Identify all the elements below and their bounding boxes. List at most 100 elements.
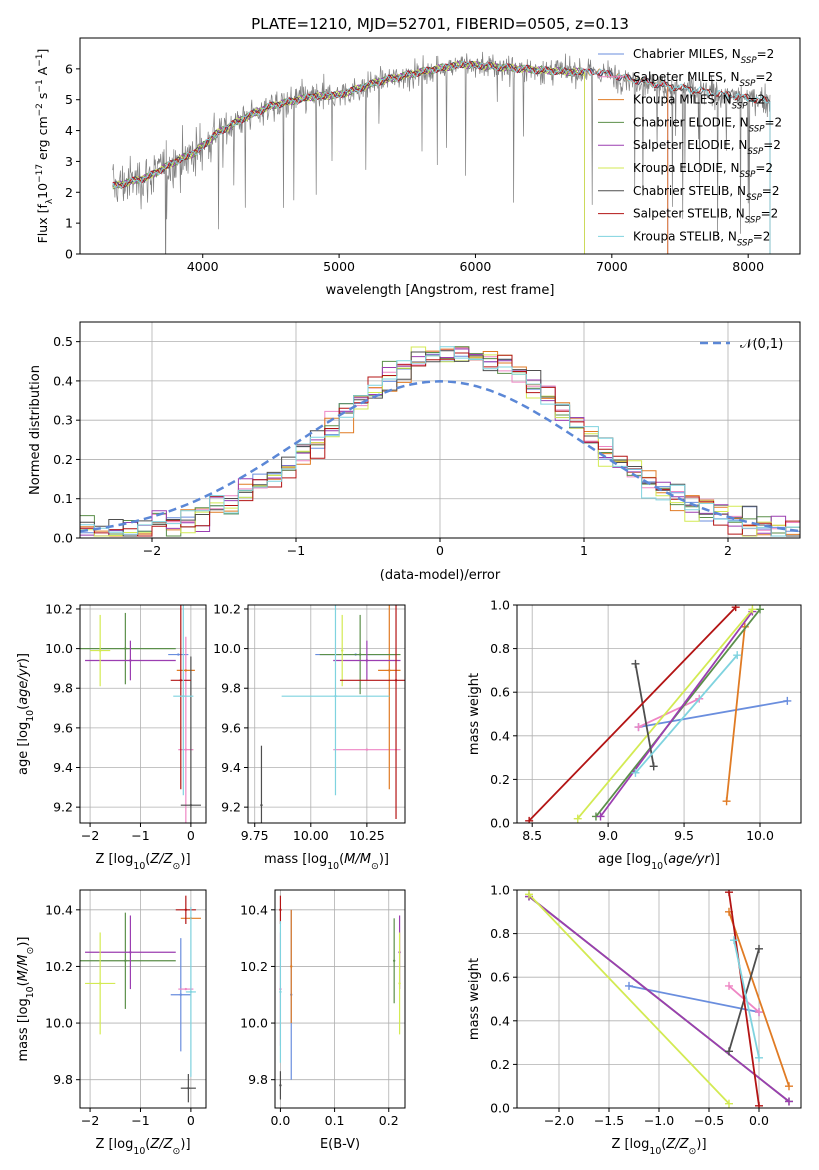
axes-frame: [79, 37, 801, 255]
x-tick-label: 0: [436, 543, 444, 558]
data-point: [358, 653, 362, 656]
weight-marker: [649, 762, 658, 771]
y-tick-label: 3: [65, 154, 73, 169]
legend: Chabrier MILES, NSSP=2 Salpeter MILES, NS…: [598, 47, 782, 248]
weight-marker: [725, 1047, 733, 1056]
data-point: [392, 959, 396, 962]
weight-line: [638, 697, 700, 728]
weight-marker: [525, 816, 534, 823]
y-tick-label: 9.8: [248, 1072, 268, 1087]
x-tick-label: 10.00: [293, 828, 329, 843]
weight-marker: [748, 605, 757, 614]
weight-marker: [731, 605, 740, 612]
x-axis-label: E(B-V): [320, 1137, 360, 1152]
data-point: [365, 748, 369, 751]
x-axis-label: age [log10(age/yr)]: [598, 852, 720, 872]
data-point: [365, 659, 369, 662]
weight-line: [528, 895, 790, 1103]
data-point: [398, 982, 401, 985]
x-tick-label: −1: [131, 828, 149, 843]
legend-label: Salpeter STELIB, NSSP=2: [633, 207, 778, 226]
weight-marker: [573, 814, 582, 823]
y-tick-label: 0.1: [53, 491, 73, 506]
data-point: [184, 987, 188, 991]
weight-marker: [783, 696, 792, 705]
data-point: [177, 653, 180, 656]
weight-marker: [525, 890, 533, 899]
x-tick-label: 7000: [596, 259, 628, 274]
y-tick-label: 0.8: [490, 926, 510, 941]
y-tick-label: 9.2: [221, 800, 241, 815]
y-tick-label: 9.6: [221, 720, 241, 735]
x-tick-label: 0.0: [270, 1113, 290, 1128]
data-point: [334, 694, 337, 698]
x-tick-label: 0: [187, 1113, 195, 1128]
weight-marker: [634, 723, 643, 732]
data-point: [279, 1084, 282, 1087]
data-point: [129, 951, 132, 954]
x-tick-label: 9.75: [241, 828, 269, 843]
y-tick-label: 5: [65, 92, 73, 107]
y-tick-label: 0: [65, 247, 73, 262]
plot-area: [525, 605, 792, 823]
weight-marker: [755, 944, 763, 953]
weight-line: [528, 893, 730, 1105]
age_vs_Z-panel: −2 −1 0 9.2 9.4 9.6 9.8 10.0 10.2 Z [log10(Z/Z⊙)]…: [16, 601, 207, 872]
weight-marker: [722, 797, 731, 806]
weight-marker: [755, 1053, 763, 1062]
data-point: [179, 679, 182, 682]
weight-marker: [755, 1008, 763, 1017]
plot-area: [279, 895, 401, 1100]
y-tick-label: 10.2: [45, 959, 73, 974]
model-spectrum: [112, 60, 585, 189]
x-tick-label: 6000: [460, 259, 492, 274]
age_vs_mass-panel: 9.75 10.00 10.25 9.2 9.4 9.6 9.8 10.0 10.2 mass […: [213, 601, 406, 872]
weight-marker: [755, 1101, 763, 1108]
x-tick-label: −0.5: [694, 1113, 724, 1128]
x-tick-label: 10.0: [746, 828, 774, 843]
x-tick-label: 8.5: [522, 828, 542, 843]
y-tick-label: 10.4: [45, 902, 73, 917]
mass_vs_Z-panel: −2 −1 0 9.8 10.0 10.2 10.4 Z [log10(Z/Z⊙)] mass …: [16, 889, 207, 1157]
y-tick-label: 10.0: [45, 641, 73, 656]
x-tick-label: 9.0: [598, 828, 618, 843]
weight-line: [733, 939, 760, 1059]
x-axis-label: mass [log10(M/M⊙)]: [264, 852, 389, 872]
legend-label: Chabrier MILES, NSSP=2: [633, 47, 774, 66]
weight-marker: [785, 1097, 793, 1106]
axes-frame: [516, 604, 802, 824]
residual-panel: −2 −1 0 1 2 0.0 0.1 0.2 0.3 0.4 0.5 (data-model)/er…: [28, 321, 801, 583]
x-tick-label: −2: [143, 543, 161, 558]
weight-marker: [725, 981, 733, 990]
y-tick-label: 4: [65, 123, 73, 138]
weight-line: [728, 911, 790, 1087]
y-tick-label: 0.4: [490, 1013, 510, 1028]
data-point: [124, 647, 127, 650]
weight-marker: [785, 1082, 793, 1091]
weight-marker: [730, 936, 738, 945]
y-tick-label: 0.6: [490, 685, 510, 700]
x-tick-label: 0.2: [379, 1113, 399, 1128]
legend-label: Salpeter ELODIE, NSSP=2: [633, 138, 781, 157]
data-point: [341, 649, 344, 652]
spectrum-panel: 4000 5000 6000 7000 8000 0 1 2 3 4 5 6 wavelength [A…: [35, 37, 801, 298]
weight-marker: [631, 659, 640, 668]
weight-line: [725, 626, 746, 802]
x-tick-label: −1: [131, 1113, 149, 1128]
weight-marker: [733, 651, 742, 660]
normal-curve: [80, 380, 800, 533]
legend-label: Chabrier STELIB, NSSP=2: [633, 184, 780, 203]
y-tick-label: 10.2: [240, 959, 268, 974]
y-tick-label: 2: [65, 185, 73, 200]
y-tick-label: 9.6: [53, 720, 73, 735]
x-tick-label: −2: [81, 1113, 99, 1128]
y-tick-label: 6: [65, 61, 73, 76]
y-tick-label: 9.8: [53, 681, 73, 696]
legend-label: Chabrier ELODIE, NSSP=2: [633, 115, 782, 134]
x-tick-label: 0.0: [749, 1113, 769, 1128]
y-tick-label: 0.0: [490, 1101, 510, 1116]
x-axis-label: Z [log10(Z/Z⊙)]: [95, 852, 190, 872]
x-axis-label: Z [log10(Z/Z⊙)]: [611, 1137, 706, 1157]
y-tick-label: 0.2: [53, 452, 73, 467]
